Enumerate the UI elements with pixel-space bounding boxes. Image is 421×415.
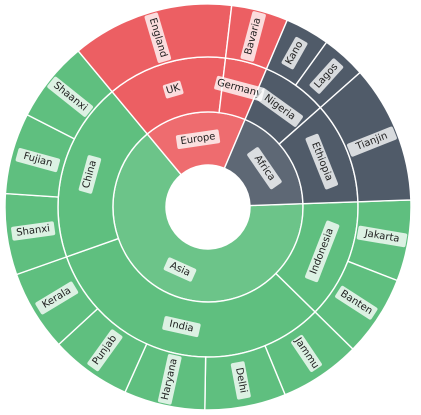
label-bg-europe: [175, 129, 221, 150]
label-text-uk: UK: [165, 82, 182, 97]
label-bg-kerala: [35, 281, 79, 315]
label-jakarta: Jakarta: [356, 225, 408, 248]
label-bg-uk: [162, 80, 184, 99]
label-bg-lagos: [309, 58, 344, 94]
label-delhi: Delhi: [230, 361, 251, 400]
label-fujian: Fujian: [15, 148, 61, 173]
label-bg-jakarta: [356, 225, 408, 248]
label-bg-kano: [281, 37, 308, 70]
label-text-shanxi: Shanxi: [16, 223, 51, 238]
label-bg-delhi: [230, 361, 251, 400]
label-india: India: [162, 316, 201, 338]
label-bg-ethiopia: [305, 133, 338, 190]
label-shanxi: Shanxi: [11, 221, 56, 241]
label-bg-china: [78, 155, 102, 194]
label-bg-shaanxi: [47, 76, 94, 117]
label-bg-punjab: [87, 329, 123, 372]
label-bg-indonesia: [305, 220, 340, 283]
label-bg-banten: [335, 285, 378, 320]
label-bg-germany: [214, 75, 265, 102]
label-bg-jammu: [291, 334, 322, 372]
label-text-india: India: [168, 319, 194, 335]
label-bg-shanxi: [11, 221, 56, 241]
label-uk: UK: [162, 80, 184, 99]
label-bg-asia: [163, 257, 197, 282]
label-bg-fujian: [15, 148, 61, 173]
label-bg-bavaria: [240, 11, 266, 62]
label-bg-haryana: [157, 354, 182, 405]
label-bg-nigeria: [256, 88, 303, 127]
label-bg-tianjin: [347, 126, 397, 157]
label-china: China: [78, 155, 102, 194]
center-hole: [166, 165, 250, 249]
label-asia: Asia: [163, 257, 197, 282]
label-bg-india: [162, 316, 201, 338]
label-bg-africa: [247, 147, 282, 190]
label-text-delhi: Delhi: [233, 367, 249, 394]
label-text-europe: Europe: [180, 131, 216, 147]
label-europe: Europe: [175, 129, 221, 150]
label-bg-england: [144, 12, 172, 63]
